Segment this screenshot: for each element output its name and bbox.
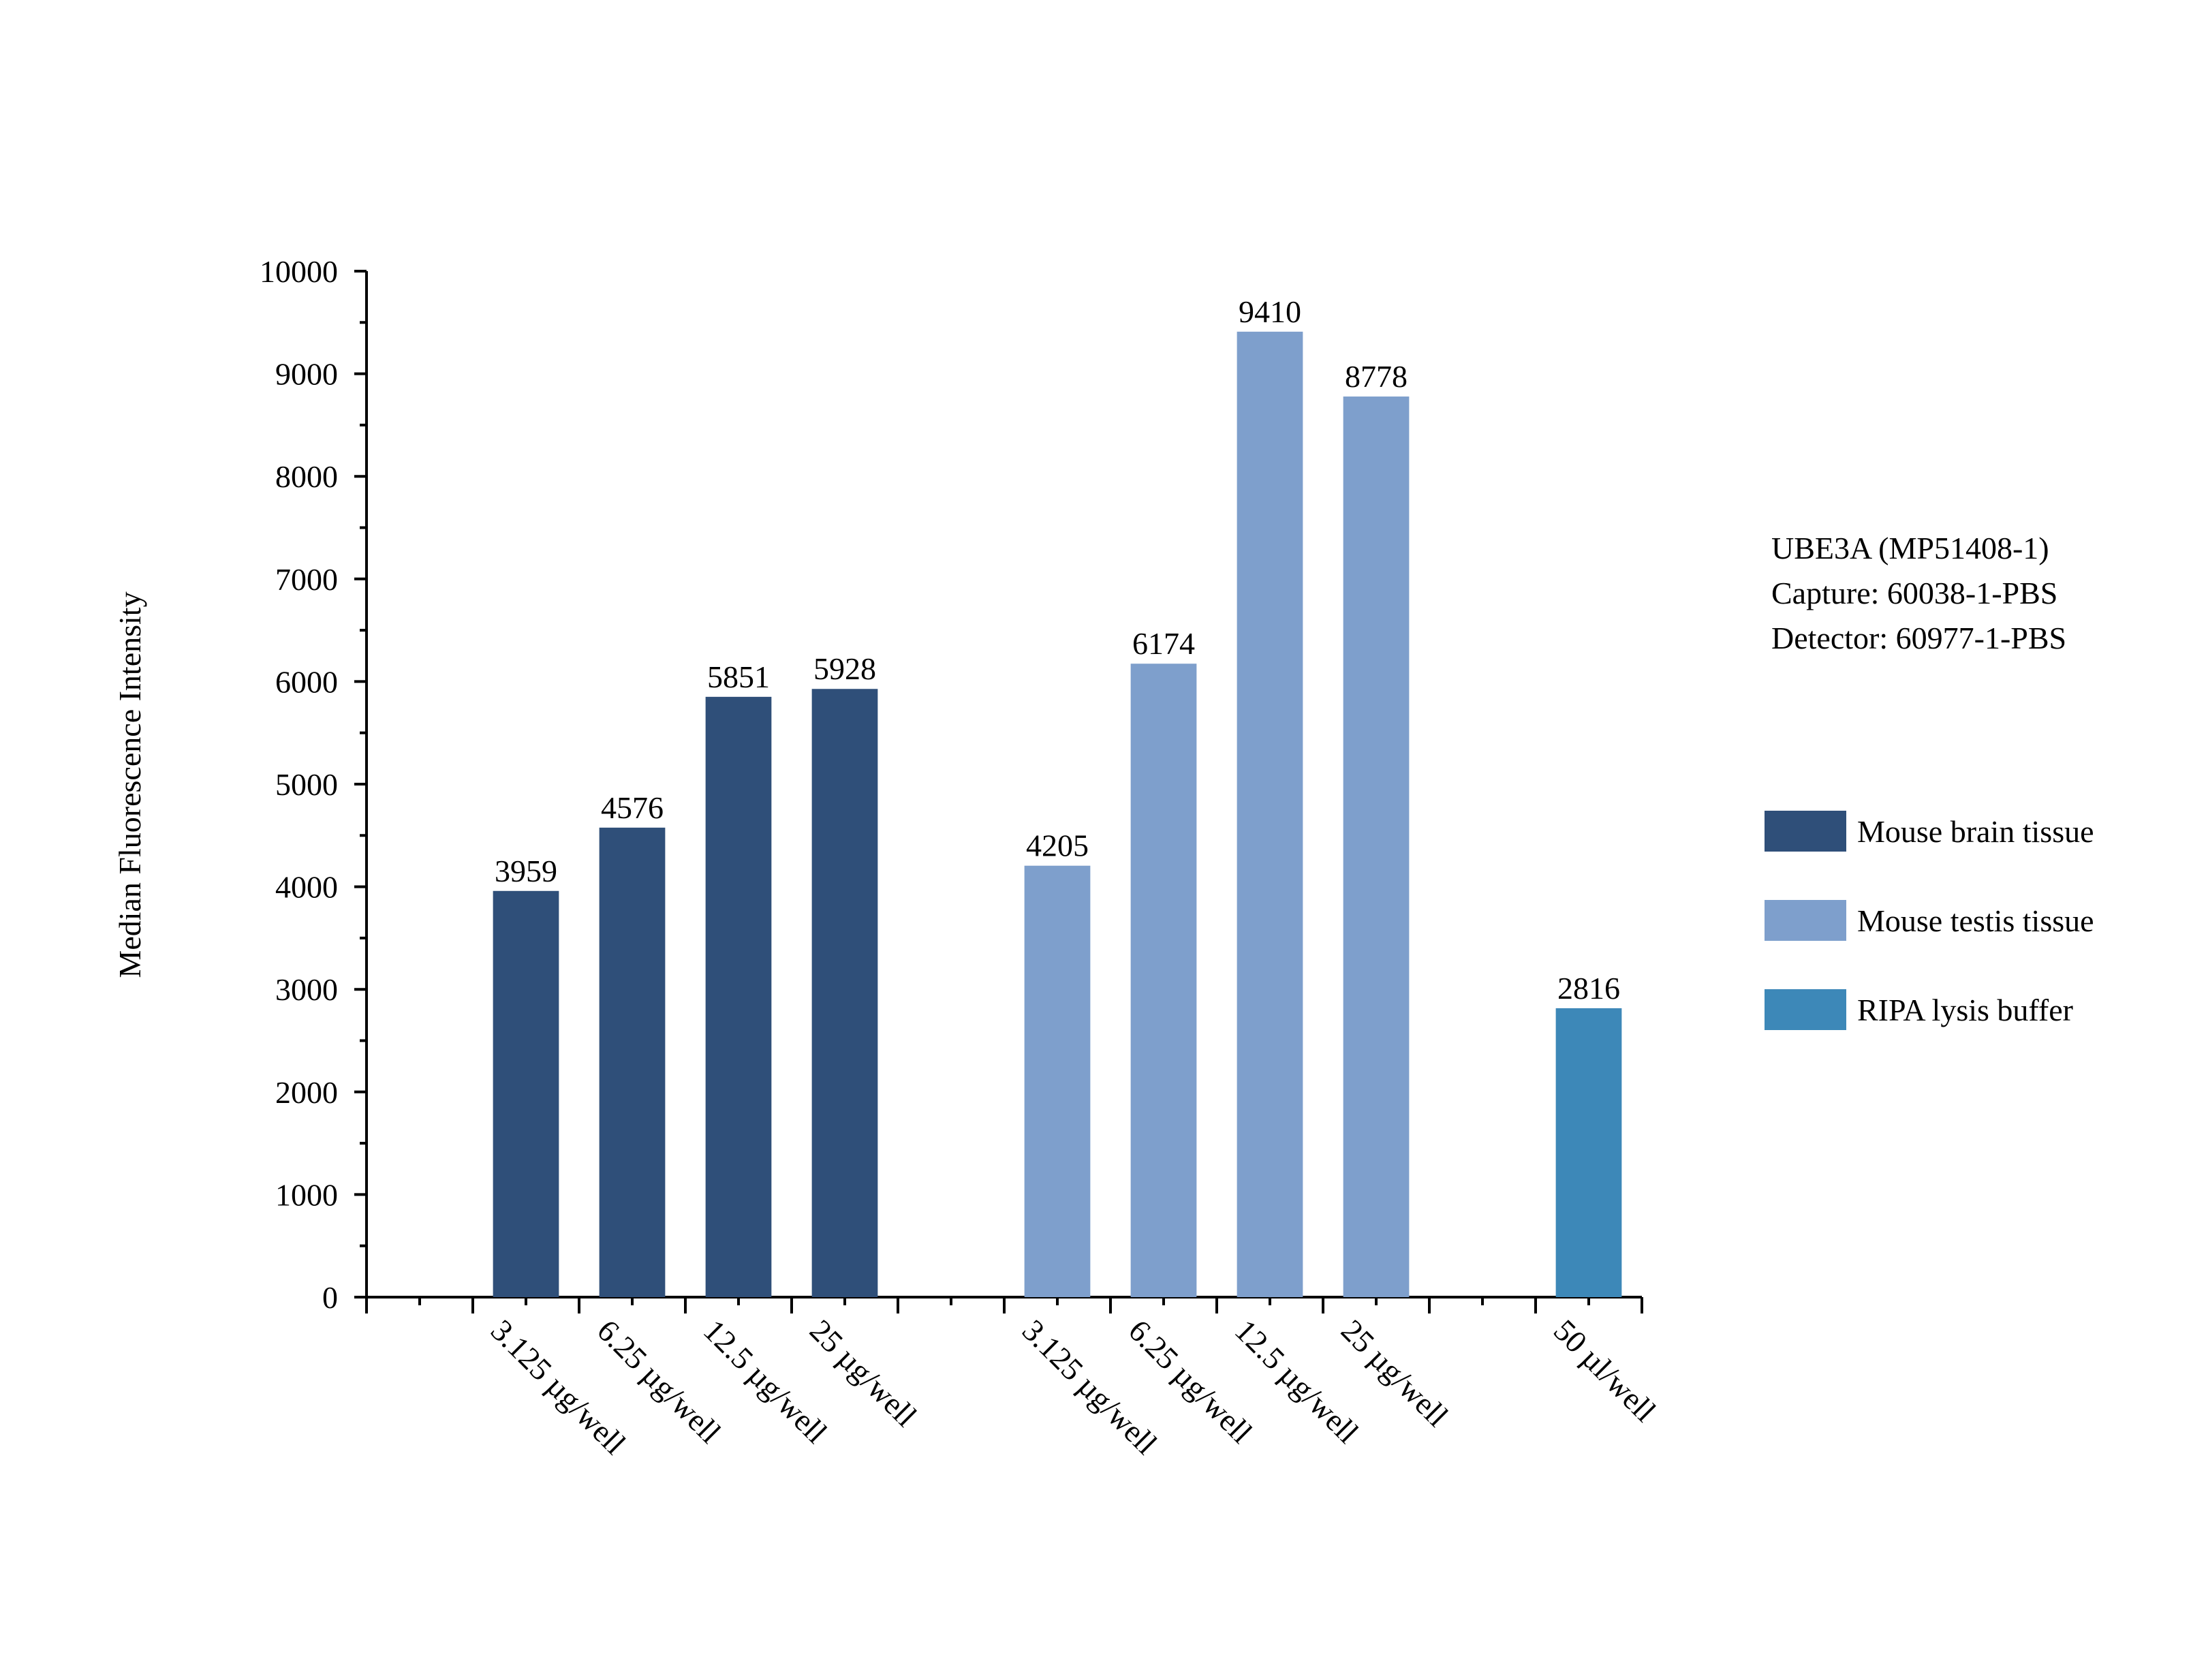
y-axis: 0 1000 2000 3000 4000 5000 6000 7000 8000 9000 100… — [260, 254, 368, 1315]
bar-value-label: 4205 — [1026, 828, 1089, 863]
y-tick-label: 3000 — [275, 972, 338, 1007]
y-tick-label: 9000 — [275, 357, 338, 392]
bar — [1343, 396, 1410, 1297]
legend-label: RIPA lysis buffer — [1857, 993, 2073, 1027]
bar-value-label: 2816 — [1557, 971, 1620, 1006]
bar — [1555, 1008, 1622, 1297]
bar-value-label: 6174 — [1132, 626, 1195, 661]
chart-annotation: UBE3A (MP51408-1) Capture: 60038-1-PBS D… — [1771, 531, 2066, 655]
bar — [493, 890, 559, 1297]
bar — [1130, 664, 1197, 1297]
legend-swatch — [1765, 811, 1846, 852]
legend-label: Mouse brain tissue — [1857, 814, 2094, 849]
x-tick-label: 50 µl/well — [1547, 1313, 1663, 1429]
legend-label: Mouse testis tissue — [1857, 903, 2094, 938]
annotation-line-3: Detector: 60977-1-PBS — [1771, 621, 2066, 655]
y-tick-label: 4000 — [275, 870, 338, 905]
x-axis — [365, 1296, 1643, 1313]
bar — [811, 689, 878, 1297]
y-tick-label: 1000 — [275, 1177, 338, 1212]
y-tick-label: 8000 — [275, 459, 338, 494]
bar — [1237, 331, 1303, 1297]
y-tick-label: 7000 — [275, 562, 338, 597]
bar — [705, 696, 772, 1297]
bar — [1024, 865, 1091, 1297]
y-axis-label: Median Fluorescence Intensity — [112, 591, 147, 978]
bar-value-label: 5928 — [813, 651, 876, 686]
y-tick-label: 10000 — [260, 254, 338, 289]
annotation-line-1: UBE3A (MP51408-1) — [1771, 531, 2049, 565]
legend: Mouse brain tissue Mouse testis tissue RIP… — [1765, 811, 2094, 1030]
bar-value-label: 9410 — [1239, 294, 1301, 329]
legend-swatch — [1765, 900, 1846, 941]
bar-value-label: 3959 — [495, 854, 557, 888]
bars-group — [493, 331, 1622, 1297]
y-tick-label: 2000 — [275, 1075, 338, 1110]
legend-swatch — [1765, 989, 1846, 1030]
y-tick-label: 0 — [322, 1280, 338, 1315]
annotation-line-2: Capture: 60038-1-PBS — [1771, 576, 2057, 610]
bar — [599, 827, 666, 1297]
bar-value-label: 5851 — [707, 659, 770, 694]
bar-value-label: 8778 — [1345, 359, 1408, 394]
value-labels-group: 3959 4576 5851 5928 4205 6174 9410 8778 2816 — [495, 294, 1620, 1006]
y-tick-label: 5000 — [275, 767, 338, 802]
bar-value-label: 4576 — [601, 790, 664, 825]
y-tick-label: 6000 — [275, 664, 338, 699]
